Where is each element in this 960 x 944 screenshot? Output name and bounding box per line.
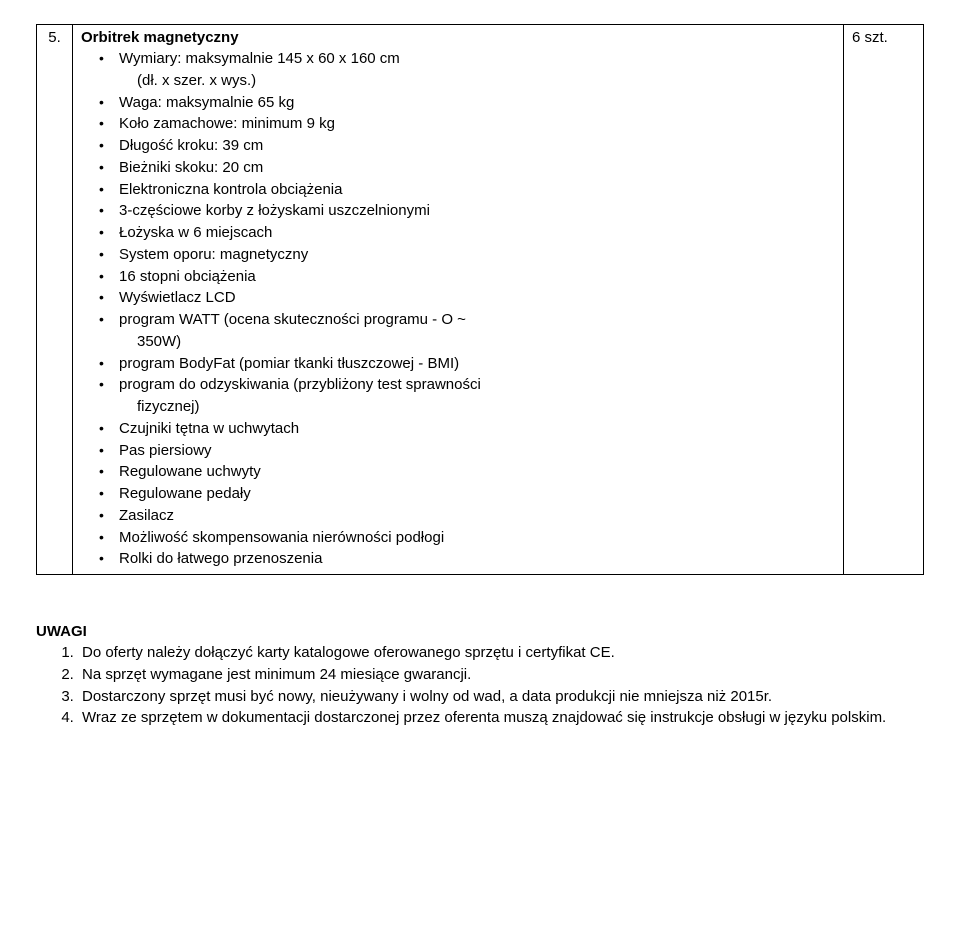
- notes-section: UWAGI Do oferty należy dołączyć karty ka…: [36, 623, 924, 729]
- bullet-text: Czujniki tętna w uchwytach: [119, 420, 299, 437]
- bullet-text: Regulowane uchwyty: [119, 463, 261, 480]
- bullet-item: Wyświetlacz LCD: [99, 287, 835, 309]
- bullet-item: Regulowane pedały: [99, 483, 835, 505]
- bullet-text: program WATT (ocena skuteczności program…: [119, 311, 466, 328]
- bullet-item: program do odzyskiwania (przybliżony tes…: [99, 374, 835, 396]
- notes-item: Wraz ze sprzętem w dokumentacji dostarcz…: [78, 707, 924, 729]
- bullet-sub: 350W): [99, 331, 835, 353]
- bullet-item: Rolki do łatwego przenoszenia: [99, 548, 835, 570]
- bullet-item: Pas piersiowy: [99, 440, 835, 462]
- bullet-text: Rolki do łatwego przenoszenia: [119, 550, 322, 567]
- bullet-item: 3-częściowe korby z łożyskami uszczelnio…: [99, 200, 835, 222]
- notes-item: Dostarczony sprzęt musi być nowy, nieuży…: [78, 686, 924, 708]
- bullet-text: Regulowane pedały: [119, 485, 251, 502]
- bullet-text: Pas piersiowy: [119, 442, 212, 459]
- bullet-text: System oporu: magnetyczny: [119, 246, 308, 263]
- bullet-text: Zasilacz: [119, 507, 174, 524]
- bullet-text: Łożyska w 6 miejscach: [119, 224, 272, 241]
- bullet-text: Waga: maksymalnie 65 kg: [119, 94, 294, 111]
- row-content-cell: Orbitrek magnetyczny Wymiary: maksymalni…: [73, 25, 844, 575]
- bullet-item: Koło zamachowe: minimum 9 kg: [99, 113, 835, 135]
- bullet-text: Bieżniki skoku: 20 cm: [119, 159, 263, 176]
- bullet-item: Regulowane uchwyty: [99, 461, 835, 483]
- bullet-sub: (dł. x szer. x wys.): [99, 70, 835, 92]
- bullet-text: program do odzyskiwania (przybliżony tes…: [119, 376, 481, 393]
- bullet-item: System oporu: magnetyczny: [99, 244, 835, 266]
- bullet-item: Bieżniki skoku: 20 cm: [99, 157, 835, 179]
- bullet-item: Długość kroku: 39 cm: [99, 135, 835, 157]
- bullet-text: Koło zamachowe: minimum 9 kg: [119, 115, 335, 132]
- bullet-item: program BodyFat (pomiar tkanki tłuszczow…: [99, 353, 835, 375]
- bullet-list: Wymiary: maksymalnie 145 x 60 x 160 cm (d…: [81, 48, 835, 570]
- bullet-item: Łożyska w 6 miejscach: [99, 222, 835, 244]
- table-row: 5. Orbitrek magnetyczny Wymiary: maksyma…: [37, 25, 924, 575]
- bullet-sub: fizycznej): [99, 396, 835, 418]
- bullet-item: Elektroniczna kontrola obciążenia: [99, 179, 835, 201]
- notes-list: Do oferty należy dołączyć karty katalogo…: [36, 642, 924, 729]
- bullet-text: Możliwość skompensowania nierówności pod…: [119, 529, 444, 546]
- item-title: Orbitrek magnetyczny: [81, 29, 239, 46]
- bullet-item: Waga: maksymalnie 65 kg: [99, 92, 835, 114]
- bullet-item: program WATT (ocena skuteczności program…: [99, 309, 835, 331]
- row-number-cell: 5.: [37, 25, 73, 575]
- notes-heading: UWAGI: [36, 623, 924, 640]
- bullet-text: 16 stopni obciążenia: [119, 268, 256, 285]
- bullet-text: Elektroniczna kontrola obciążenia: [119, 181, 342, 198]
- bullet-item: Wymiary: maksymalnie 145 x 60 x 160 cm: [99, 48, 835, 70]
- row-qty: 6 szt.: [852, 29, 888, 46]
- bullet-item: Czujniki tętna w uchwytach: [99, 418, 835, 440]
- bullet-item: Możliwość skompensowania nierówności pod…: [99, 527, 835, 549]
- spec-table: 5. Orbitrek magnetyczny Wymiary: maksyma…: [36, 24, 924, 575]
- bullet-text: program BodyFat (pomiar tkanki tłuszczow…: [119, 355, 459, 372]
- row-qty-cell: 6 szt.: [844, 25, 924, 575]
- bullet-item: 16 stopni obciążenia: [99, 266, 835, 288]
- row-number: 5.: [48, 29, 61, 46]
- bullet-text: Długość kroku: 39 cm: [119, 137, 263, 154]
- bullet-item: Zasilacz: [99, 505, 835, 527]
- bullet-text: 3-częściowe korby z łożyskami uszczelnio…: [119, 202, 430, 219]
- notes-item: Na sprzęt wymagane jest minimum 24 miesi…: [78, 664, 924, 686]
- notes-item: Do oferty należy dołączyć karty katalogo…: [78, 642, 924, 664]
- bullet-text: Wyświetlacz LCD: [119, 289, 236, 306]
- bullet-text: Wymiary: maksymalnie 145 x 60 x 160 cm: [119, 50, 400, 67]
